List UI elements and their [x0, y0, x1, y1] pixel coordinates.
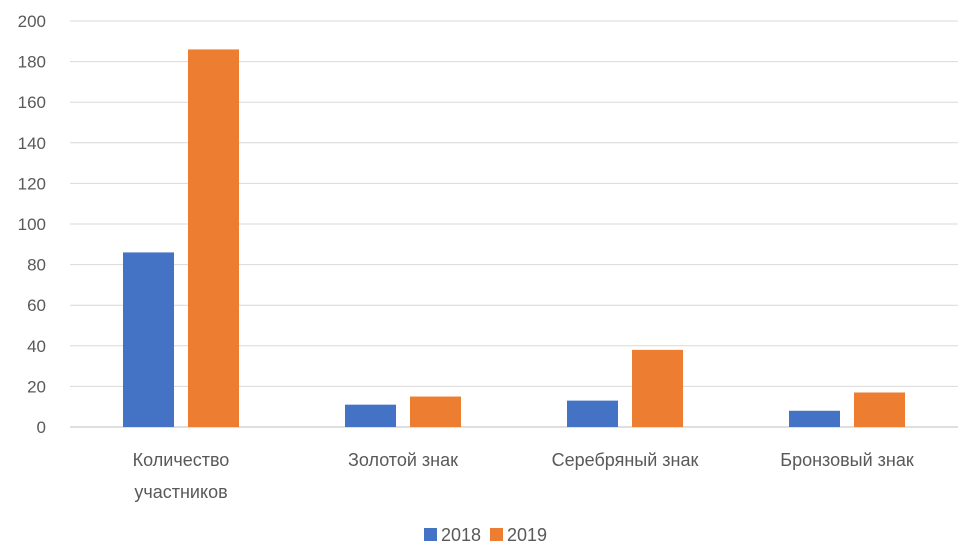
y-tick-label: 120 [18, 174, 46, 193]
legend: 2018 2019 [424, 525, 547, 545]
y-tick-label: 180 [18, 53, 46, 72]
bar-2019-3 [854, 392, 905, 427]
y-tick-label: 160 [18, 93, 46, 112]
y-tick-label: 60 [27, 296, 46, 315]
category-label: Серебряный знак [552, 450, 699, 470]
y-tick-label: 200 [18, 12, 46, 31]
legend-swatch-2019 [490, 528, 503, 541]
bar-2018-0 [123, 252, 174, 427]
legend-swatch-2018 [424, 528, 437, 541]
category-label: Бронзовый знак [780, 450, 914, 470]
y-tick-label: 80 [27, 256, 46, 275]
bar-2018-3 [789, 410, 840, 427]
y-axis-tick-labels: 0 20 40 60 80 100 120 140 160 180 200 [18, 12, 46, 437]
category-label: Золотой знак [348, 450, 458, 470]
y-tick-label: 100 [18, 215, 46, 234]
bar-2018-1 [345, 404, 396, 427]
bars [123, 49, 905, 428]
bar-2018-2 [567, 400, 618, 427]
y-tick-label: 20 [27, 377, 46, 396]
legend-label: 2019 [507, 525, 547, 545]
y-tick-label: 140 [18, 134, 46, 153]
bar-2019-0 [188, 49, 239, 428]
x-axis-category-labels: Количество участников Золотой знак Серебрян… [133, 450, 914, 502]
y-tick-label: 40 [27, 337, 46, 356]
bar-2019-1 [410, 396, 461, 427]
y-tick-label: 0 [37, 418, 46, 437]
bar-2019-2 [632, 349, 683, 427]
legend-label: 2018 [441, 525, 481, 545]
category-label: Количество [133, 450, 230, 470]
category-label: участников [134, 482, 227, 502]
